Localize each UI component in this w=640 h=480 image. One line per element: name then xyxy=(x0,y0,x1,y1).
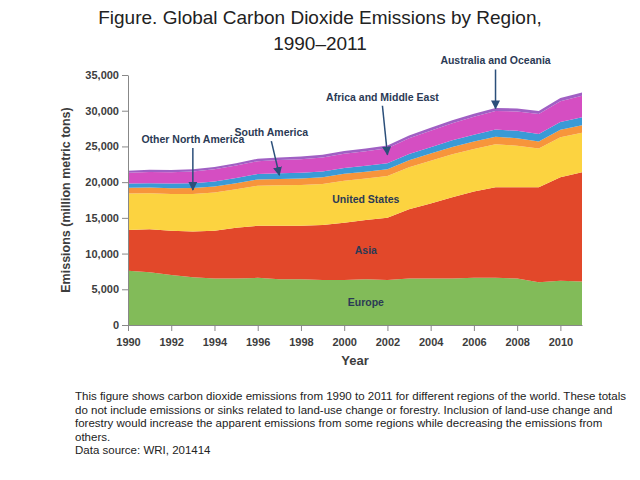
y-tick: 25,000 xyxy=(85,140,128,152)
x-tick-mark xyxy=(301,325,302,331)
arrow xyxy=(495,69,497,108)
y-tick: 5,000 xyxy=(91,283,128,295)
x-axis-title: Year xyxy=(341,353,368,368)
area xyxy=(128,93,582,173)
title-line: 1990–2011 xyxy=(273,33,367,54)
x-tick: 1996 xyxy=(246,325,270,348)
y-tick-mark xyxy=(122,111,128,112)
y-tick-label: 0 xyxy=(113,319,119,331)
y-tick-label: 30,000 xyxy=(85,105,119,117)
y-tick-mark xyxy=(122,182,128,183)
x-tick-label: 2010 xyxy=(549,336,573,348)
x-tick-label: 2002 xyxy=(376,336,400,348)
arrow xyxy=(192,148,194,190)
areas xyxy=(128,93,582,325)
x-tick-label: 2006 xyxy=(462,336,486,348)
y-tick-mark xyxy=(122,146,128,147)
y-tick-label: 35,000 xyxy=(85,69,119,81)
y-tick-mark xyxy=(122,218,128,219)
y-axis-title: Emissions (million metric tons) xyxy=(59,107,73,292)
y-tick: 15,000 xyxy=(85,212,128,224)
x-tick-mark xyxy=(344,325,345,331)
y-tick: 35,000 xyxy=(85,69,128,81)
x-tick-mark xyxy=(387,325,388,331)
x-tick-label: 2000 xyxy=(332,336,356,348)
y-tick-label: 25,000 xyxy=(85,140,119,152)
x-tick-label: 1990 xyxy=(116,336,140,348)
x-tick-mark xyxy=(517,325,518,331)
x-tick: 2008 xyxy=(505,325,529,348)
x-tick-mark xyxy=(171,325,172,331)
x-tick: 1994 xyxy=(203,325,228,348)
region-label: Asia xyxy=(355,244,377,256)
region-label: Europe xyxy=(348,296,384,308)
y-tick-mark xyxy=(122,75,128,76)
y-tick-mark xyxy=(122,254,128,255)
x-tick-label: 1994 xyxy=(203,336,228,348)
region-label: Other North America xyxy=(141,133,244,145)
y-tick-label: 5,000 xyxy=(91,283,119,295)
x-tick: 1998 xyxy=(289,325,313,348)
caption: This figure shows carbon dioxide emissio… xyxy=(75,390,635,444)
title-line: Figure. Global Carbon Dioxide Emissions … xyxy=(98,7,542,28)
x-tick-label: 1996 xyxy=(246,336,270,348)
region-label: South America xyxy=(234,126,308,138)
x-tick: 2006 xyxy=(462,325,486,348)
region-label: Australia and Oceania xyxy=(440,54,550,66)
x-axis: 1990 1992 1994 1996 1998 2000 2002 2004 2006 2008… xyxy=(116,325,582,348)
x-tick-label: 1998 xyxy=(289,336,313,348)
y-axis: 0 5,000 10,000 15,000 20,000 25,000 30,000 35,0… xyxy=(85,69,128,331)
region-label: Africa and Middle East xyxy=(326,91,439,103)
y-tick-label: 15,000 xyxy=(85,212,119,224)
region-labels: Europe Asia United States Other North Ameri… xyxy=(141,54,550,308)
y-axis-line xyxy=(128,76,129,326)
x-tick-label: 2004 xyxy=(419,336,444,348)
title: Figure. Global Carbon Dioxide Emissions … xyxy=(98,7,542,54)
arrow xyxy=(382,106,387,155)
y-tick: 30,000 xyxy=(85,105,128,117)
x-tick: 1992 xyxy=(159,325,183,348)
x-tick-mark xyxy=(214,325,215,331)
y-tick: 10,000 xyxy=(85,248,128,260)
region-label: United States xyxy=(332,193,399,205)
arrow xyxy=(271,141,279,175)
x-tick-mark xyxy=(560,325,561,331)
y-tick-mark xyxy=(122,289,128,290)
x-tick: 2010 xyxy=(549,325,573,348)
y-tick-label: 20,000 xyxy=(85,176,119,188)
x-tick-mark xyxy=(474,325,475,331)
x-tick-label: 2008 xyxy=(505,336,529,348)
x-tick-mark xyxy=(431,325,432,331)
x-axis-line xyxy=(129,325,583,326)
y-tick-mark xyxy=(122,325,128,326)
x-tick: 2004 xyxy=(419,325,444,348)
x-tick-mark xyxy=(258,325,259,331)
x-tick: 2002 xyxy=(376,325,400,348)
x-tick-label: 1992 xyxy=(159,336,183,348)
y-tick: 0 xyxy=(113,319,128,331)
x-tick: 2000 xyxy=(332,325,356,348)
x-tick: 1990 xyxy=(116,325,140,348)
x-tick-mark xyxy=(128,325,129,331)
source: Data source: WRI, 201414 xyxy=(75,444,635,458)
y-tick-label: 10,000 xyxy=(85,248,119,260)
y-tick: 20,000 xyxy=(85,176,128,188)
